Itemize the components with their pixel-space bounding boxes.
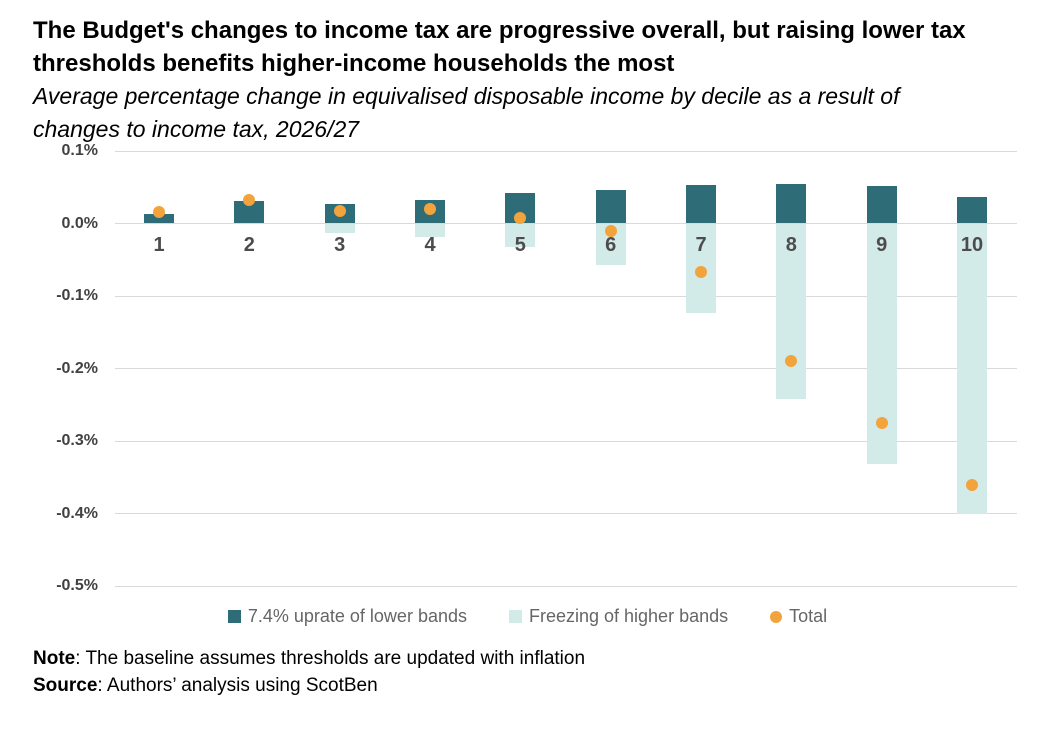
source-label: Source	[33, 675, 98, 696]
legend-item: Total	[770, 606, 827, 627]
gridline	[115, 440, 1017, 442]
gridline	[115, 368, 1017, 369]
total-dot	[875, 416, 888, 429]
x-tick-label: 10	[960, 234, 984, 256]
note-label: Note	[33, 648, 76, 669]
total-dot	[424, 203, 436, 215]
total-dot	[604, 224, 617, 237]
legend-item: 7.4% uprate of lower bands	[227, 606, 467, 627]
freeze-bar	[776, 223, 807, 399]
legend-item: Freezing of higher bands	[508, 606, 729, 627]
legend-label: 7.4% uprate of lower bands	[247, 606, 467, 626]
source-text: : Authors’ analysis using ScotBen	[97, 675, 378, 696]
freeze-bar	[324, 223, 355, 233]
uprate-bar	[686, 185, 716, 224]
total-dot	[785, 355, 798, 368]
x-tick-label: 4	[424, 234, 436, 256]
gridline	[115, 223, 1017, 224]
freeze-bar	[415, 223, 445, 237]
gridline	[115, 585, 1017, 587]
uprate-bar	[866, 185, 897, 224]
y-tick-label: -0.2%	[56, 359, 98, 377]
gridline	[115, 150, 1017, 152]
source-line: Source: Authors’ analysis using ScotBen	[33, 672, 1023, 699]
chart-title-line-1: The Budget's changes to income tax are p…	[33, 17, 966, 44]
x-tick-label: 6	[605, 234, 617, 256]
x-tick-label: 9	[876, 234, 888, 256]
legend-label: Freezing of higher bands	[528, 606, 729, 626]
legend-square-icon	[508, 610, 522, 623]
freeze-bar	[957, 223, 987, 514]
total-dot	[966, 478, 978, 491]
uprate-bar	[776, 184, 807, 224]
legend-square-icon	[227, 610, 241, 623]
y-tick-label: -0.1%	[56, 287, 98, 304]
chart-legend: 7.4% uprate of lower bands Freezing of hi…	[0, 606, 1055, 627]
x-tick-label: 3	[334, 234, 346, 256]
x-tick-label: 1	[153, 234, 165, 256]
x-tick-label: 8	[785, 234, 797, 256]
total-dot	[243, 194, 256, 207]
uprate-bar	[957, 196, 987, 224]
x-tick-label: 5	[514, 234, 526, 256]
chart-subtitle-line-2: changes to income tax, 2026/27	[33, 116, 360, 142]
y-tick-label: 0.0%	[61, 214, 98, 232]
total-dot	[153, 205, 165, 218]
total-dot	[333, 205, 346, 218]
chart-subtitle-line-1: Average percentage change in equivalised…	[33, 83, 900, 109]
uprate-bar	[234, 201, 265, 224]
total-dot	[514, 211, 527, 224]
gridline	[115, 513, 1017, 514]
note-line: Note: The baseline assumes thresholds ar…	[33, 645, 1023, 672]
uprate-bar	[144, 214, 174, 224]
legend-dot-icon	[770, 610, 783, 623]
freeze-bar	[505, 223, 536, 248]
note-text: : The baseline assumes thresholds are up…	[75, 648, 586, 669]
chart-title-line-2: thresholds benefits higher-income househ…	[33, 50, 675, 77]
x-tick-label: 7	[695, 234, 707, 256]
plot-area: 0.1% 0.0% -0.1% -0.2% -0.3% -0.4% -0.5% 1 2 3 4 5 6 7…	[56, 142, 1017, 594]
y-tick-label: -0.3%	[56, 432, 98, 449]
x-tick-label: 2	[243, 234, 255, 256]
y-tick-label: -0.5%	[56, 577, 98, 594]
uprate-bar	[595, 190, 626, 224]
chart-header: The Budget's changes to income tax are p…	[33, 14, 1023, 146]
y-tick-label: -0.4%	[56, 504, 98, 522]
legend-label: Total	[789, 606, 828, 626]
total-dot	[695, 266, 707, 279]
gridline	[115, 295, 1017, 297]
y-tick-label: 0.1%	[61, 142, 98, 159]
chart-footer: Note: The baseline assumes thresholds ar…	[33, 645, 1023, 699]
